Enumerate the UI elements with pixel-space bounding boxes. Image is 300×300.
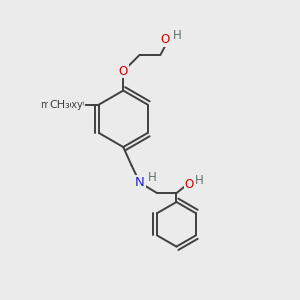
Text: H: H xyxy=(173,29,182,42)
Text: H: H xyxy=(195,174,203,187)
Text: N: N xyxy=(135,176,145,189)
Text: O: O xyxy=(160,33,170,46)
Text: O: O xyxy=(118,65,128,78)
Text: O: O xyxy=(75,98,84,111)
Text: O: O xyxy=(184,178,194,191)
Text: CH₃: CH₃ xyxy=(49,100,70,110)
Text: H: H xyxy=(148,171,157,184)
Text: methoxy: methoxy xyxy=(40,100,82,110)
